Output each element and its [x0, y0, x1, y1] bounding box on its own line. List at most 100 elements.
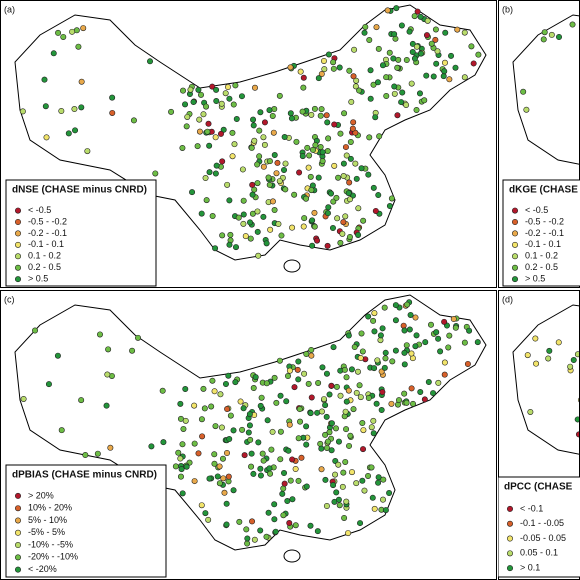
- panel-label: (c): [4, 294, 15, 304]
- station-dot: [293, 138, 300, 145]
- station-dot: [233, 116, 240, 123]
- station-dot: [371, 505, 378, 512]
- station-dot: [177, 473, 184, 480]
- station-dot: [332, 425, 339, 432]
- station-dot: [378, 368, 385, 375]
- station-dot: [266, 465, 273, 472]
- station-dot: [337, 392, 344, 399]
- station-dot: [330, 344, 337, 351]
- station-dot: [411, 55, 418, 62]
- station-dot: [355, 231, 362, 238]
- panel-frame: [0, 0, 497, 288]
- station-dot: [78, 397, 85, 404]
- station-dot: [109, 94, 116, 101]
- station-dot: [212, 423, 219, 430]
- station-dot: [461, 339, 468, 346]
- station-dot: [333, 383, 340, 390]
- station-dot: [244, 540, 251, 547]
- station-dot: [379, 325, 386, 332]
- station-dot: [314, 409, 321, 416]
- station-dot: [269, 428, 276, 435]
- station-dot: [441, 68, 448, 75]
- station-dot: [227, 231, 234, 238]
- station-dot: [260, 163, 267, 170]
- station-dot: [277, 428, 284, 435]
- legend-label: < -0.5: [525, 205, 548, 215]
- station-dot: [362, 23, 369, 30]
- station-dot: [318, 445, 325, 452]
- legend-swatch: [511, 219, 518, 226]
- station-dot: [339, 483, 346, 490]
- station-dot: [198, 210, 205, 217]
- station-dot: [291, 191, 298, 198]
- station-dot: [524, 352, 531, 359]
- station-dot: [406, 28, 413, 35]
- station-dot: [190, 98, 197, 105]
- station-dot: [401, 361, 408, 368]
- station-dot: [219, 455, 226, 462]
- station-dot: [304, 144, 311, 151]
- station-dot: [407, 311, 414, 318]
- station-dot: [340, 173, 347, 180]
- legend-label: -5% - 5%: [28, 527, 65, 537]
- station-dot: [345, 332, 352, 339]
- station-dot: [305, 380, 312, 387]
- station-dot: [413, 43, 420, 50]
- station-dot: [249, 191, 256, 198]
- station-dot: [285, 447, 292, 454]
- station-dot: [365, 313, 372, 320]
- station-dot: [213, 86, 220, 93]
- station-dot: [381, 304, 388, 311]
- station-dot: [394, 112, 401, 119]
- station-dot: [225, 473, 232, 480]
- station-dot: [289, 224, 296, 231]
- legend-label: 0.1 - 0.2: [525, 251, 558, 261]
- station-dot: [32, 327, 39, 334]
- station-dot: [198, 91, 205, 98]
- station-dot: [307, 410, 314, 417]
- legend-swatch: [506, 505, 513, 512]
- station-dot: [343, 398, 350, 405]
- station-dot: [205, 120, 212, 127]
- station-dot: [318, 408, 325, 415]
- station-dot: [175, 449, 182, 456]
- station-dot: [356, 87, 363, 94]
- station-dot: [260, 457, 267, 464]
- station-dot: [329, 225, 336, 232]
- station-dot: [212, 170, 219, 177]
- station-dot: [227, 412, 234, 419]
- station-dot: [307, 522, 314, 529]
- station-dot: [545, 355, 552, 362]
- station-dot: [339, 230, 346, 237]
- station-dot: [217, 391, 224, 398]
- station-dot: [191, 402, 198, 409]
- station-dot: [337, 239, 344, 246]
- station-dot: [318, 466, 325, 473]
- station-dot: [303, 423, 310, 430]
- station-dot: [331, 121, 338, 128]
- station-dot: [168, 108, 175, 115]
- station-dot: [305, 164, 312, 171]
- station-dot: [361, 29, 368, 36]
- station-dot: [324, 148, 331, 155]
- station-dot: [266, 158, 273, 165]
- station-dot: [235, 214, 242, 221]
- legend-label: -0.1 - -0.05: [520, 518, 564, 528]
- station-dot: [406, 326, 413, 333]
- station-dot: [80, 25, 87, 32]
- station-dot: [60, 33, 67, 40]
- map: [14, 4, 487, 273]
- station-dot: [556, 34, 563, 41]
- station-dot: [289, 496, 296, 503]
- station-dot: [395, 397, 402, 404]
- station-dot: [541, 29, 548, 36]
- station-dot: [421, 396, 428, 403]
- station-dot: [311, 223, 318, 230]
- station-dot: [325, 51, 332, 58]
- station-dot: [202, 510, 209, 517]
- station-dot: [318, 106, 325, 113]
- station-dot: [295, 358, 302, 365]
- station-dot: [323, 112, 330, 119]
- station-dot: [281, 470, 288, 477]
- station-dot: [340, 469, 347, 476]
